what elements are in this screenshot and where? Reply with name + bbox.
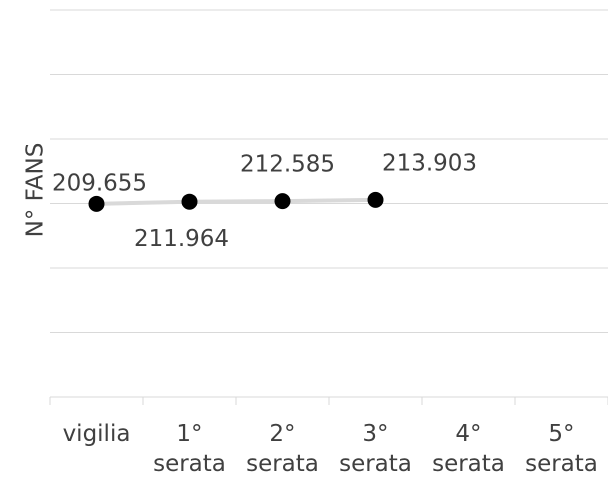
- x-tick-label-line: 3°: [362, 421, 388, 447]
- x-tick-label-line: serata: [525, 451, 598, 477]
- data-point: [88, 195, 105, 212]
- x-tick-label-line: serata: [339, 451, 412, 477]
- x-tick-label-line: 5°: [548, 421, 574, 447]
- x-tick-label-line: 1°: [176, 421, 202, 447]
- x-tick-label-line: serata: [432, 451, 505, 477]
- x-tick-label-line: 2°: [269, 421, 295, 447]
- x-tick-label: 3° serata: [339, 421, 412, 477]
- data-point: [181, 193, 198, 210]
- x-tick-label-line: serata: [246, 451, 319, 477]
- x-tick-label: 2° serata: [246, 421, 319, 477]
- x-tick-label: 5° serata: [525, 421, 598, 477]
- x-tick-label: vigilia: [63, 421, 131, 447]
- data-label: 211.964: [134, 226, 229, 252]
- x-tick-label-line: 4°: [455, 421, 481, 447]
- x-tick-label: 1° serata: [153, 421, 226, 477]
- data-point: [367, 191, 384, 208]
- series-line: [96, 197, 376, 206]
- data-point: [274, 193, 291, 210]
- data-label: 209.655: [52, 170, 147, 196]
- x-tick-label: 4° serata: [432, 421, 505, 477]
- x-tick-label-line: serata: [153, 451, 226, 477]
- x-tick-label-line: vigilia: [63, 421, 131, 447]
- y-axis-title: N° FANS: [23, 143, 49, 238]
- data-label: 212.585: [240, 152, 335, 178]
- data-label: 213.903: [382, 150, 477, 176]
